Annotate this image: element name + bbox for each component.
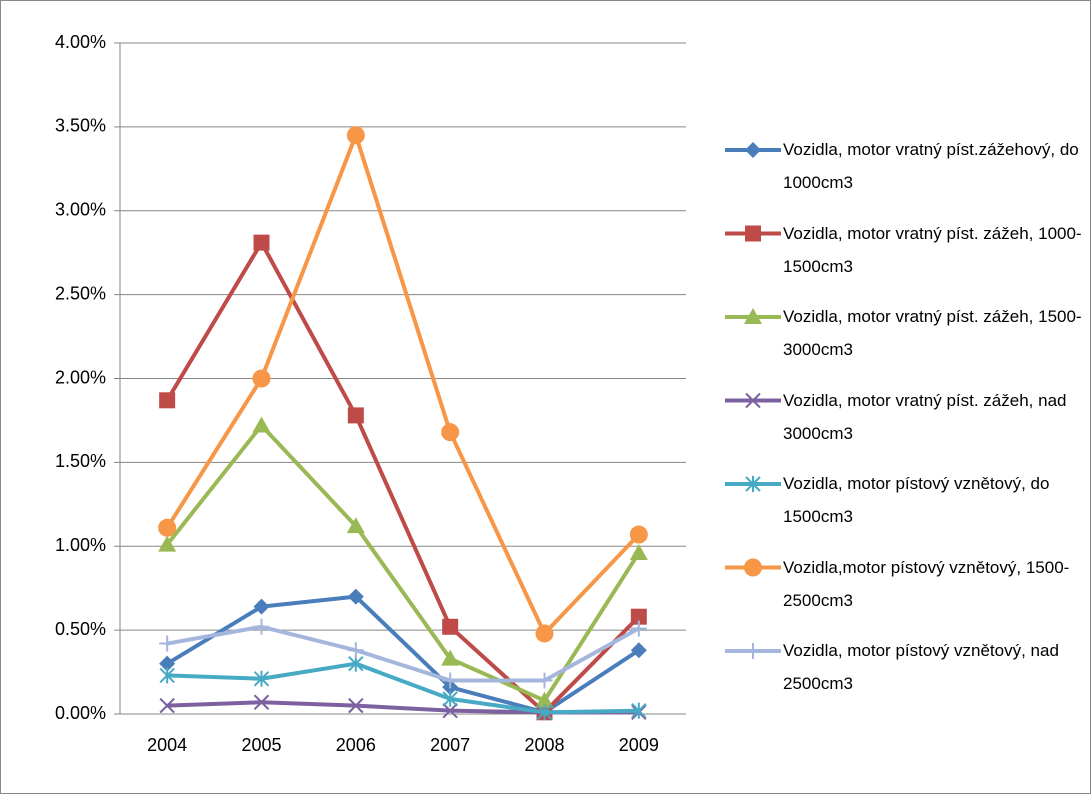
marker (442, 672, 459, 689)
marker (745, 643, 761, 659)
marker (745, 225, 761, 242)
marker (159, 392, 176, 409)
marker (159, 635, 176, 652)
marker (159, 697, 175, 714)
y-tick-label: 0.50% (55, 619, 106, 639)
legend-label: Vozidla, motor vratný píst. zážeh, 1500-… (783, 307, 1082, 359)
marker (629, 525, 648, 544)
legend-label: Vozidla, motor vratný píst. zážeh, 1000-… (783, 223, 1082, 276)
marker (745, 392, 761, 409)
y-tick-label: 2.00% (55, 367, 106, 387)
marker (535, 691, 554, 708)
marker (442, 618, 459, 635)
series-line (165, 133, 641, 636)
legend-label: Vozidla, motor vratný píst. zážeh, nad 3… (783, 390, 1067, 443)
marker (159, 655, 176, 672)
marker (745, 142, 761, 158)
marker (745, 476, 761, 492)
marker (347, 407, 364, 424)
marker (744, 558, 762, 577)
marker (442, 690, 458, 707)
marker (347, 642, 364, 659)
marker (348, 655, 364, 672)
marker (159, 667, 175, 684)
legend-label: Vozidla,motor pístový vznětový, 1500-250… (783, 557, 1070, 610)
marker (536, 672, 553, 689)
marker (158, 518, 177, 537)
series-line (165, 240, 641, 715)
x-tick-label: 2008 (524, 735, 564, 755)
marker (630, 642, 647, 659)
legend-label: Vozidla, motor pístový vznětový, nad 250… (783, 641, 1059, 693)
marker (536, 704, 553, 721)
x-tick-label: 2007 (430, 735, 470, 755)
series-line (165, 423, 641, 703)
y-tick-label: 0.00% (55, 703, 106, 723)
marker (253, 618, 270, 635)
x-tick-label: 2009 (619, 735, 659, 755)
marker (253, 598, 270, 615)
marker (441, 649, 460, 666)
legend-label: Vozidla, motor pístový vznětový, do 1500… (783, 474, 1050, 526)
marker (441, 423, 460, 442)
series-line (166, 624, 640, 683)
marker (629, 543, 648, 560)
y-tick-label: 3.00% (55, 200, 106, 220)
marker (631, 702, 647, 719)
marker (348, 697, 364, 714)
marker (253, 670, 270, 687)
marker (252, 369, 271, 388)
y-tick-label: 1.00% (55, 535, 106, 555)
marker (253, 694, 270, 710)
marker (347, 588, 364, 605)
series-line (167, 661, 639, 715)
marker (442, 702, 458, 719)
x-tick-label: 2005 (241, 735, 281, 755)
marker (253, 234, 270, 251)
marker (346, 517, 365, 534)
marker (630, 620, 647, 637)
marker (252, 416, 271, 433)
marker (630, 608, 647, 625)
marker (535, 624, 554, 643)
x-tick-label: 2004 (147, 735, 187, 755)
marker (744, 308, 762, 324)
y-tick-label: 4.00% (55, 32, 106, 52)
marker (158, 535, 177, 552)
y-tick-label: 1.50% (55, 451, 106, 471)
series-line (166, 594, 640, 715)
y-tick-label: 3.50% (55, 116, 106, 136)
marker (346, 126, 365, 145)
legend-label: Vozidla, motor vratný píst.zážehový, do … (783, 140, 1079, 192)
x-tick-label: 2006 (336, 735, 376, 755)
y-tick-label: 2.50% (55, 283, 106, 303)
